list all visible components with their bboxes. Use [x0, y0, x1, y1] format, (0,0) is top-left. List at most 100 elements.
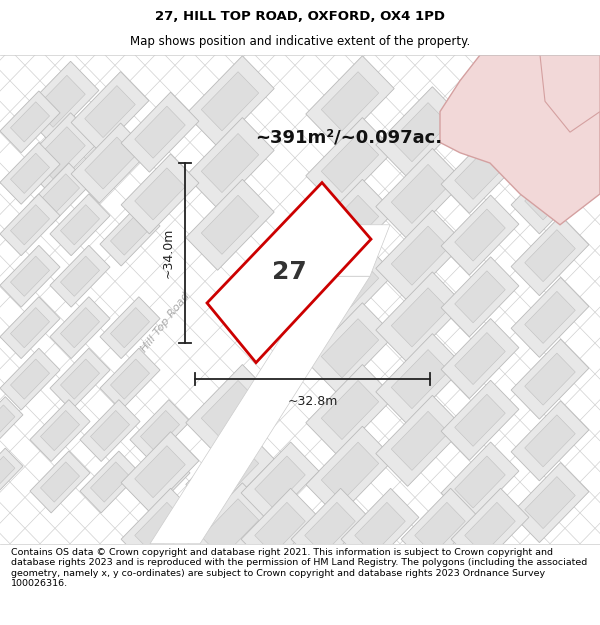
Polygon shape — [376, 148, 464, 239]
Polygon shape — [525, 415, 575, 467]
Polygon shape — [50, 194, 110, 256]
Polygon shape — [540, 55, 600, 132]
Polygon shape — [30, 399, 90, 461]
Polygon shape — [391, 226, 449, 285]
Polygon shape — [130, 451, 190, 513]
Polygon shape — [306, 426, 394, 518]
Text: Hill Top Road: Hill Top Road — [139, 291, 191, 354]
Polygon shape — [415, 503, 465, 554]
Polygon shape — [61, 204, 100, 245]
Polygon shape — [376, 334, 464, 424]
Polygon shape — [135, 503, 185, 554]
Polygon shape — [441, 380, 519, 460]
Polygon shape — [525, 477, 575, 529]
Polygon shape — [525, 229, 575, 282]
Polygon shape — [455, 86, 505, 138]
Text: ~34.0m: ~34.0m — [162, 228, 175, 278]
Polygon shape — [207, 182, 371, 362]
Polygon shape — [391, 102, 449, 162]
Polygon shape — [71, 123, 149, 203]
Polygon shape — [201, 195, 259, 254]
Polygon shape — [91, 411, 130, 451]
Polygon shape — [21, 112, 99, 192]
Polygon shape — [61, 256, 100, 296]
Polygon shape — [306, 56, 394, 147]
Text: 27, HILL TOP ROAD, OXFORD, OX4 1PD: 27, HILL TOP ROAD, OXFORD, OX4 1PD — [155, 10, 445, 23]
Polygon shape — [511, 339, 589, 419]
Polygon shape — [525, 291, 575, 343]
Polygon shape — [91, 462, 130, 502]
Polygon shape — [511, 216, 589, 296]
Polygon shape — [10, 308, 50, 348]
Polygon shape — [321, 381, 379, 439]
Polygon shape — [71, 72, 149, 152]
Polygon shape — [321, 257, 379, 316]
Polygon shape — [135, 168, 185, 220]
Polygon shape — [130, 399, 190, 461]
Polygon shape — [0, 456, 15, 487]
Polygon shape — [30, 451, 90, 513]
Polygon shape — [135, 446, 185, 498]
Polygon shape — [376, 87, 464, 178]
Polygon shape — [186, 56, 274, 147]
Polygon shape — [201, 499, 259, 558]
Polygon shape — [455, 209, 505, 261]
Polygon shape — [391, 349, 449, 409]
Polygon shape — [121, 488, 199, 568]
Polygon shape — [10, 256, 50, 296]
Polygon shape — [511, 462, 589, 542]
Polygon shape — [441, 257, 519, 337]
Polygon shape — [391, 288, 449, 347]
Polygon shape — [455, 148, 505, 199]
Polygon shape — [186, 118, 274, 209]
Polygon shape — [10, 204, 50, 245]
Polygon shape — [10, 102, 50, 142]
Polygon shape — [441, 319, 519, 399]
Polygon shape — [0, 91, 60, 152]
Polygon shape — [511, 278, 589, 358]
Polygon shape — [110, 308, 149, 348]
Polygon shape — [201, 134, 259, 192]
Polygon shape — [451, 488, 529, 568]
Polygon shape — [186, 426, 274, 518]
Polygon shape — [355, 503, 405, 554]
Text: ~391m²/~0.097ac.: ~391m²/~0.097ac. — [255, 128, 442, 146]
Polygon shape — [255, 503, 305, 554]
Polygon shape — [511, 154, 589, 234]
Polygon shape — [525, 106, 575, 158]
Polygon shape — [0, 194, 60, 256]
Polygon shape — [121, 432, 199, 512]
Polygon shape — [321, 319, 379, 378]
Polygon shape — [135, 106, 185, 158]
Polygon shape — [0, 297, 60, 359]
Polygon shape — [50, 297, 110, 359]
Polygon shape — [391, 164, 449, 224]
Polygon shape — [40, 174, 80, 214]
Polygon shape — [110, 215, 149, 255]
Polygon shape — [140, 411, 179, 451]
Polygon shape — [10, 359, 50, 399]
Text: Contains OS data © Crown copyright and database right 2021. This information is : Contains OS data © Crown copyright and d… — [11, 548, 587, 588]
Text: 27: 27 — [272, 260, 307, 284]
Polygon shape — [321, 134, 379, 192]
Polygon shape — [455, 271, 505, 323]
Polygon shape — [0, 245, 60, 307]
Polygon shape — [306, 364, 394, 456]
Polygon shape — [320, 225, 390, 276]
Polygon shape — [0, 142, 60, 204]
Polygon shape — [441, 195, 519, 275]
Polygon shape — [186, 483, 274, 574]
Polygon shape — [40, 411, 80, 451]
Polygon shape — [575, 127, 600, 179]
Polygon shape — [376, 210, 464, 301]
Polygon shape — [100, 348, 160, 410]
Polygon shape — [440, 55, 600, 225]
Polygon shape — [465, 503, 515, 554]
Polygon shape — [241, 488, 319, 568]
Text: Map shows position and indicative extent of the property.: Map shows position and indicative extent… — [130, 35, 470, 48]
Polygon shape — [376, 272, 464, 363]
Polygon shape — [121, 92, 199, 172]
Polygon shape — [186, 179, 274, 270]
Polygon shape — [455, 456, 505, 508]
Polygon shape — [306, 241, 394, 332]
